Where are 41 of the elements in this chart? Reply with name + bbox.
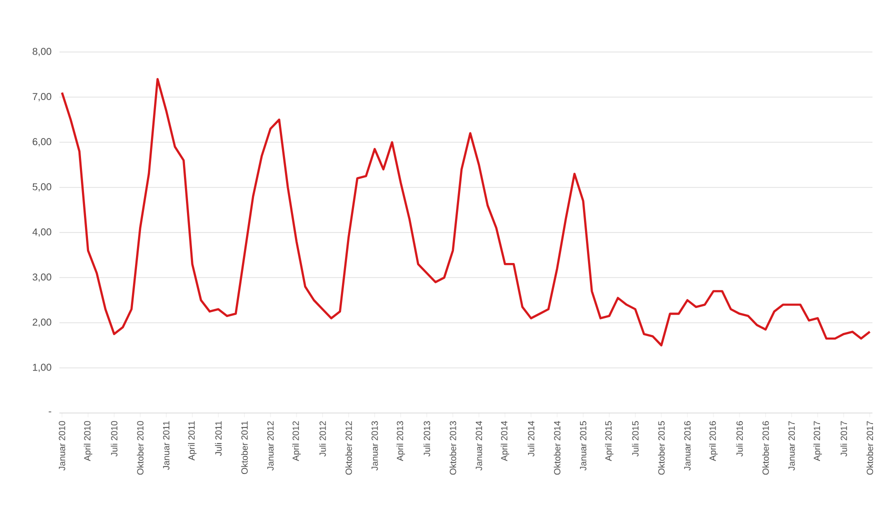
x-tick-label: Januar 2012	[267, 421, 274, 470]
y-tick-label: -	[48, 411, 52, 412]
y-tick-label: 7,00	[32, 93, 52, 102]
x-tick-label: April 2012	[292, 421, 301, 462]
x-tick-label: April 2015	[605, 421, 614, 462]
x-tick-label: April 2017	[814, 421, 822, 462]
x-tick-label: Oktober 2014	[554, 421, 560, 475]
x-tick-label: Juli 2017	[840, 421, 848, 457]
x-tick-label: Oktober 2015	[658, 421, 665, 475]
x-tick-label: Juli 2011	[215, 421, 222, 456]
x-tick-label: Oktober 2016	[762, 421, 769, 475]
x-tick-label: Juli 2014	[528, 421, 534, 457]
y-tick-label: 1,00	[33, 364, 52, 372]
y-tick-label: 6,00	[32, 138, 52, 146]
x-tick-label: Juli 2016	[736, 421, 743, 457]
x-tick-label: April 2016	[709, 421, 718, 462]
x-tick-label: Januar 2016	[684, 421, 691, 470]
x-tick-label: Oktober 2010	[136, 421, 144, 475]
x-tick-label: April 2010	[84, 421, 92, 462]
y-tick-label: 2,00	[32, 318, 52, 327]
x-tick-label: Januar 2011	[163, 421, 170, 470]
y-tick-label: 3,00	[32, 274, 52, 282]
x-tick-label: Juli 2012	[319, 421, 326, 457]
x-tick-label: Januar 2010	[58, 421, 66, 470]
y-tick-label: 8,00	[32, 48, 52, 56]
x-tick-label: Oktober 2013	[450, 421, 456, 475]
x-tick-label: April 2013	[396, 421, 405, 462]
x-tick-label: Januar 2014	[476, 421, 482, 470]
x-tick-label: Januar 2013	[372, 421, 378, 470]
x-tick-label: April 2011	[188, 421, 196, 460]
x-tick-label: Oktober 2011	[241, 421, 248, 474]
x-tick-label: Januar 2015	[580, 421, 586, 470]
x-tick-label: Januar 2017	[788, 421, 795, 470]
x-tick-label: Juli 2013	[424, 421, 430, 457]
x-tick-label: Oktober 2012	[345, 421, 352, 475]
y-tick-label: 4,00	[32, 228, 52, 237]
x-tick-label: Oktober 2017	[866, 421, 874, 475]
x-tick-label: Juli 2010	[110, 421, 118, 457]
x-tick-label: Juli 2015	[632, 421, 639, 457]
x-tick-label: April 2014	[500, 421, 510, 462]
y-tick-label: 5,00	[32, 183, 52, 192]
